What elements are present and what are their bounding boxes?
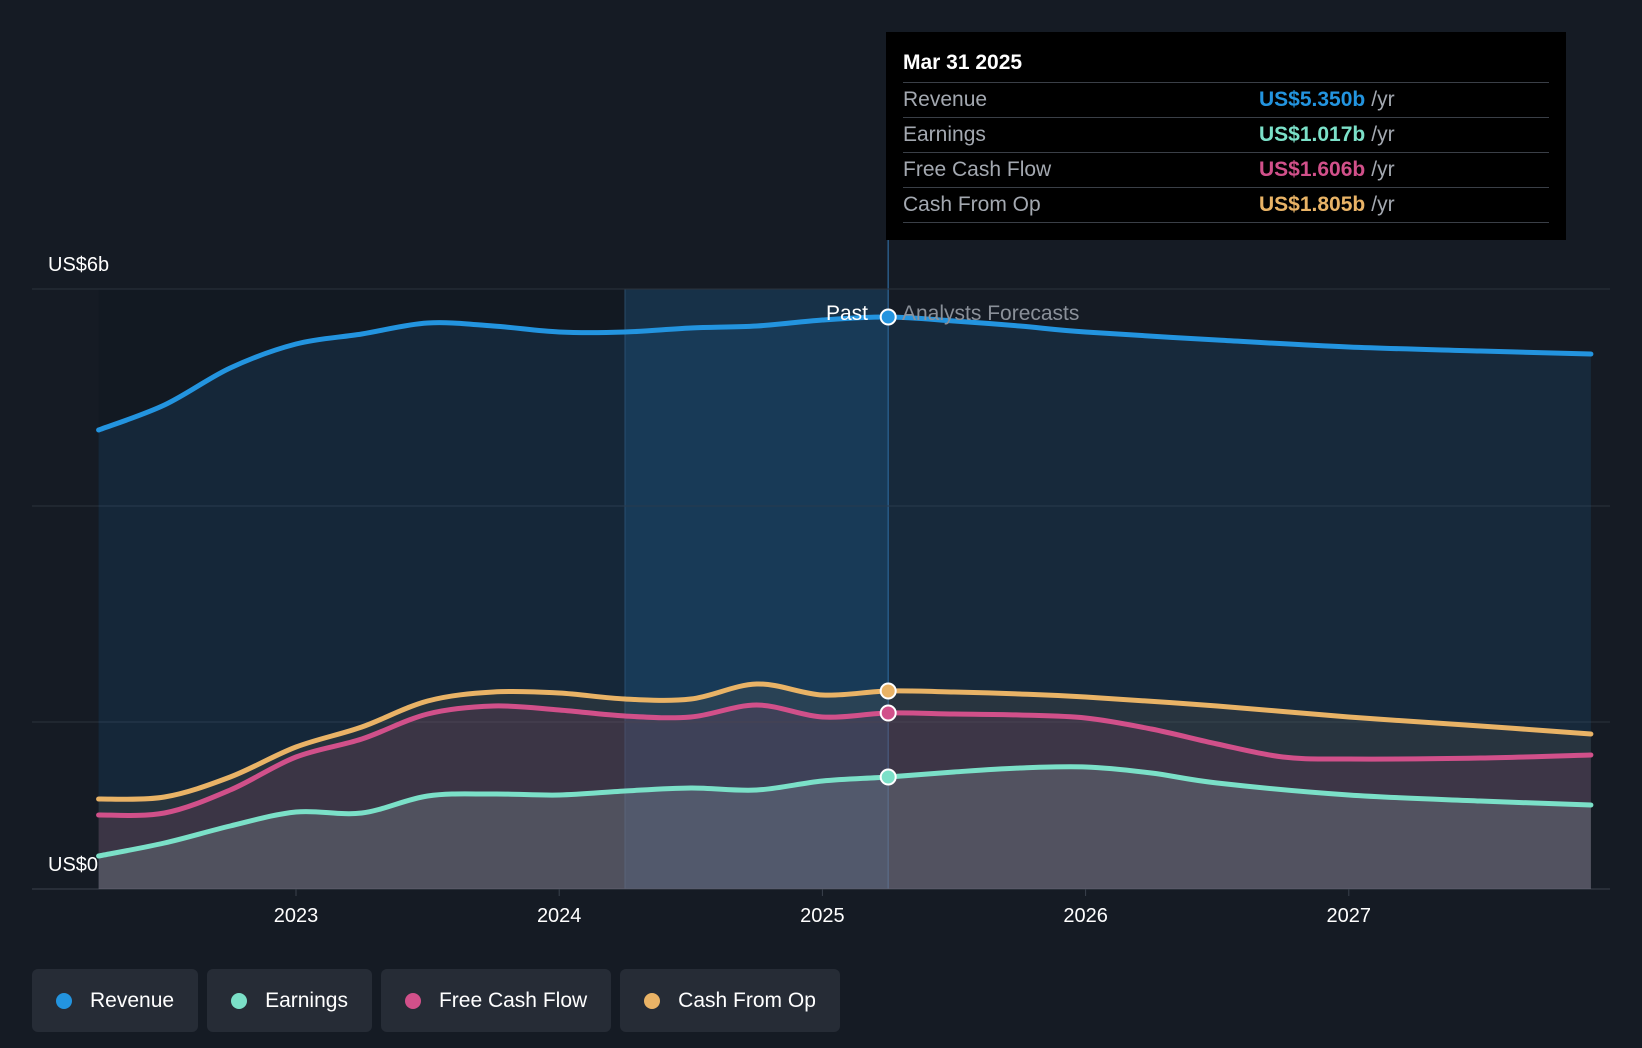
x-tick-label: 2027 [1327,905,1372,927]
x-tick-label: 2023 [274,905,319,927]
forecast-label: Analysts Forecasts [902,302,1079,325]
tooltip-row-unit: /yr [1371,88,1395,111]
tooltip-row-unit: /yr [1371,123,1395,146]
tooltip-row-free-cash-flow: Free Cash Flow US$1.606b /yr [903,153,1549,188]
tooltip-row-name: Cash From Op [903,193,1041,216]
legend-item-revenue[interactable]: Revenue [32,969,199,1032]
legend-label: Cash From Op [678,988,816,1012]
legend-item-cash-from-op[interactable]: Cash From Op [620,969,840,1032]
tooltip-row-name: Revenue [903,88,988,111]
legend-item-free-cash-flow[interactable]: Free Cash Flow [380,969,612,1032]
tooltip-row-name: Earnings [903,123,986,146]
tooltip-row-value: US$5.350b [1259,88,1366,111]
y-axis-label-top: US$6b [48,254,109,276]
legend: Revenue Earnings Free Cash Flow Cash Fro… [32,969,840,1032]
past-band-dark [98,289,626,889]
area-cash-from-op [98,683,1591,889]
line-revenue [96,314,1594,433]
tooltip-row-earnings: Earnings US$1.017b /yr [903,118,1549,153]
legend-label: Free Cash Flow [438,988,588,1012]
tooltip-row-unit: /yr [1371,158,1395,181]
x-tick-label: 2025 [800,905,845,927]
tooltip-row-value: US$1.606b [1259,158,1366,181]
tooltip-row-unit: /yr [1371,193,1395,216]
tooltip-row-name: Free Cash Flow [903,158,1052,181]
point-marker-revenue [879,308,897,326]
point-marker-free-cash-flow [879,704,897,722]
axis-labels: US$6b US$0 Past Analysts Forecasts [48,254,1079,876]
y-axis-label-bottom: US$0 [48,854,98,876]
area-free-cash-flow [98,705,1591,889]
legend-dot-icon [231,992,248,1009]
past-label: Past [826,302,868,325]
x-axis-ticks: 2023 2024 2025 2026 2027 [274,889,1371,927]
tooltip-row-revenue: Revenue US$5.350b /yr [903,83,1549,118]
legend-dot-icon [56,992,72,1009]
point-marker-cash-from-op [879,682,897,700]
legend-label: Earnings [265,988,348,1012]
tooltip-row-cash-from-op: Cash From Op US$1.805b /yr [903,188,1549,223]
tooltip-row-value: US$1.017b [1259,123,1366,146]
line-cash-from-op [96,681,1594,802]
tooltip-date: Mar 31 2025 [903,48,1549,83]
line-earnings [96,764,1594,859]
legend-item-earnings[interactable]: Earnings [207,969,372,1032]
x-tick-label: 2024 [537,905,582,927]
x-tick-label: 2026 [1063,905,1108,927]
background-layer [98,240,889,889]
series-markers [879,308,897,786]
line-free-cash-flow [96,702,1594,818]
area-earnings [98,766,1591,889]
point-marker-earnings [879,768,897,786]
legend-dot-icon [404,992,421,1009]
gridlines [32,288,1610,890]
tooltip: Mar 31 2025 Revenue US$5.350b /yr Earnin… [886,32,1566,240]
legend-label: Revenue [90,988,175,1012]
tooltip-row-value: US$1.805b [1259,193,1366,216]
series-lines [96,314,1594,859]
legend-dot-icon [644,992,661,1009]
series-areas [98,316,1591,889]
